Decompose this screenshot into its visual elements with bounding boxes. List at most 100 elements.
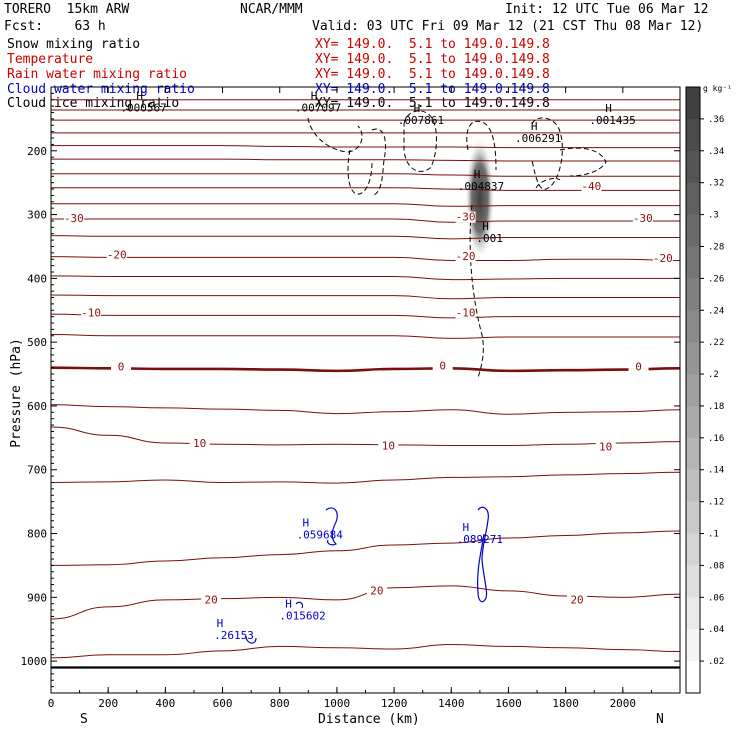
colorbar-tick-label: .24 <box>708 306 724 316</box>
field-xy-temperature: XY= 149.0. 5.1 to 149.0.149.8 <box>315 52 550 67</box>
x-tick-label: 1400 <box>438 697 465 710</box>
isotherm-label-mask <box>632 212 653 224</box>
colorbar-tick-label: .34 <box>708 147 724 157</box>
x-tick-label: 800 <box>270 697 290 710</box>
x-tick-label: 0 <box>48 697 55 710</box>
colorbar-tick-label: .3 <box>708 211 719 221</box>
cloud-water-contour <box>477 506 489 603</box>
colorbar-swatch <box>686 501 700 535</box>
x-end-south: S <box>80 712 88 727</box>
y-tick-label: 300 <box>27 209 47 222</box>
cloud-water-max-marker: H <box>463 521 470 534</box>
isotherm-label: 20 <box>204 593 217 606</box>
snow-max-value: .006291 <box>515 132 561 145</box>
snow-max-marker: H <box>311 89 318 102</box>
x-end-north: N <box>656 712 664 727</box>
isotherm-line <box>50 145 680 149</box>
isotherm-label: 0 <box>118 361 125 374</box>
colorbar-tick-label: .14 <box>708 466 724 476</box>
isotherm-label: -30 <box>456 211 476 224</box>
isotherm-label: -30 <box>64 212 84 225</box>
cloud-water-contour <box>295 601 304 609</box>
isotherm-label: 20 <box>570 593 583 606</box>
snow-max-value: .007097 <box>295 101 341 114</box>
y-tick-label: 600 <box>27 400 47 413</box>
cloud-water-contour <box>325 507 338 546</box>
isotherm-label: 0 <box>635 361 642 374</box>
isotherm-label-mask <box>652 253 673 265</box>
colorbar-swatch <box>686 342 700 375</box>
isotherm-label: 0 <box>439 359 446 372</box>
colorbar-tick-label: .2 <box>708 370 719 380</box>
isotherm-label-mask <box>432 360 453 372</box>
snow-contour <box>307 117 363 153</box>
snow-max-value: .001 <box>476 232 503 245</box>
isotherm-line <box>50 426 681 446</box>
snow-max-value: .000567 <box>120 101 166 114</box>
isotherm-label: 20 <box>370 584 383 597</box>
colorbar-swatch <box>686 629 700 662</box>
isotherm-label-mask <box>81 307 102 319</box>
colorbar-swatch <box>686 182 700 216</box>
colorbar-swatch <box>686 597 700 630</box>
x-tick-label: 1000 <box>324 697 351 710</box>
snow-contour <box>469 204 484 379</box>
isotherm-label-mask <box>455 251 476 263</box>
isotherm-line <box>50 218 680 223</box>
valid-time: Valid: 03 UTC Fri 09 Mar 12 (21 CST Thu … <box>312 19 704 34</box>
isotherm-line <box>50 334 680 339</box>
isotherm-line <box>50 313 680 319</box>
isotherm-line <box>50 294 680 300</box>
isotherm-label-mask <box>455 307 476 319</box>
snow-max-value: .007861 <box>398 114 444 127</box>
colorbar-tick-label: .32 <box>708 179 724 189</box>
snow-contour <box>559 147 607 177</box>
colorbar-tick-label: .28 <box>708 242 724 252</box>
isotherm-label-mask <box>106 249 127 261</box>
x-axis-label: Distance (km) <box>318 712 420 727</box>
isotherm-label: -20 <box>107 248 127 261</box>
isotherm-label-mask <box>366 585 387 597</box>
isotherm-label-mask <box>581 181 602 193</box>
isotherm-label: 10 <box>599 440 612 453</box>
x-tick-label: 2000 <box>610 697 637 710</box>
snow-contour <box>371 128 386 197</box>
snow-max-marker: H <box>474 168 481 181</box>
isotherm-label-mask <box>111 361 132 373</box>
isotherm-label: 10 <box>193 437 206 450</box>
y-tick-label: 1000 <box>21 655 48 668</box>
isotherm-label-mask <box>189 438 210 450</box>
y-tick-label: 400 <box>27 272 47 285</box>
field-xy-snow: XY= 149.0. 5.1 to 149.0.149.8 <box>315 37 550 52</box>
isotherm-line <box>50 256 681 262</box>
snow-contour <box>531 117 563 190</box>
init-time: Init: 12 UTC Tue 06 Mar 12 <box>505 2 709 17</box>
isotherm-label: -10 <box>456 306 476 319</box>
colorbar-swatch <box>686 150 700 184</box>
colorbar-swatch <box>686 246 700 279</box>
colorbar-swatch <box>686 533 700 566</box>
colorbar-tick-label: .12 <box>708 498 724 508</box>
colorbar-swatch <box>686 374 700 407</box>
colorbar-tick-label: .06 <box>708 593 724 603</box>
isotherm-label-mask <box>567 594 588 606</box>
isotherm-label: -20 <box>456 250 476 263</box>
x-tick-label: 1800 <box>552 697 579 710</box>
isotherm-line <box>50 404 681 415</box>
isotherm-label: 10 <box>382 440 395 453</box>
isotherm-label-mask <box>628 361 649 373</box>
field-xy-cloud-water: XY= 149.0. 5.1 to 149.0.149.8 <box>315 82 550 97</box>
cloud-water-max-marker: H <box>217 617 224 630</box>
y-tick-label: 200 <box>27 145 47 158</box>
colorbar-swatch <box>686 405 700 439</box>
isotherm-label: -20 <box>653 252 673 265</box>
model-title: TORERO 15km ARW <box>4 2 130 17</box>
colorbar-tick-label: .1 <box>708 530 719 540</box>
field-name-snow: Snow mixing ratio <box>7 37 141 52</box>
isotherm-label: -10 <box>81 306 101 319</box>
x-tick-label: 1600 <box>495 697 522 710</box>
x-tick-label: 200 <box>98 697 118 710</box>
y-axis-label: Pressure (hPa) <box>9 338 24 448</box>
colorbar-swatch <box>686 214 700 247</box>
snow-max-marker: H <box>531 120 538 133</box>
